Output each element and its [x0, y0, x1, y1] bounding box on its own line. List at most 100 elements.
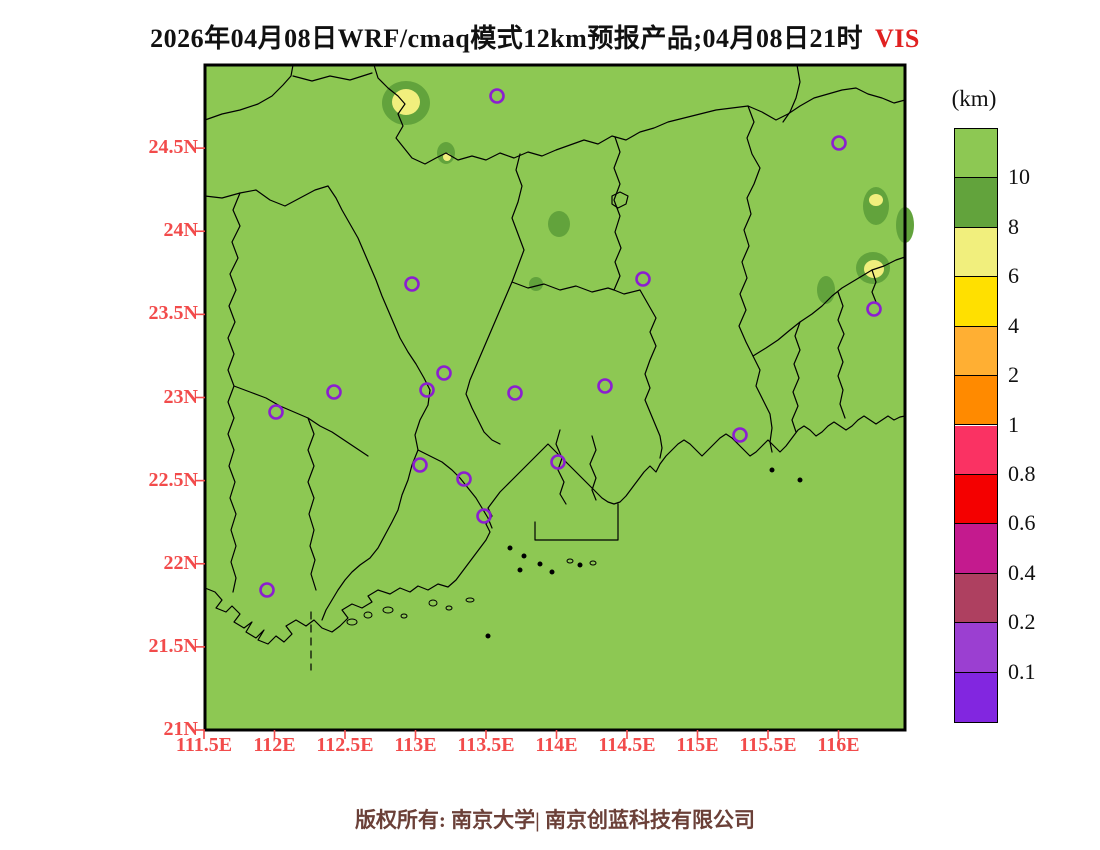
legend-tick-value: 1 — [1008, 411, 1019, 437]
station-marker — [866, 301, 882, 317]
legend-color-cell — [955, 474, 997, 525]
legend-tick-value: 2 — [1008, 362, 1019, 388]
hongkong-domain-box — [534, 503, 619, 541]
station-marker — [419, 382, 435, 398]
lat-tick-label: 23.5N — [148, 302, 198, 325]
legend-colorbar — [954, 128, 998, 723]
lon-tick-label: 114.5E — [598, 734, 656, 756]
lon-tick-label: 115.5E — [739, 734, 797, 756]
boundary-line — [227, 192, 241, 593]
island — [346, 618, 358, 626]
island — [566, 558, 574, 564]
legend-color-cell — [955, 326, 997, 377]
legend-color-cell — [955, 623, 997, 673]
island — [507, 545, 513, 551]
station-marker — [550, 454, 566, 470]
boundary-line — [738, 105, 773, 453]
axis-ticks — [196, 147, 840, 739]
station-marker — [732, 427, 748, 443]
boundary-line — [871, 269, 877, 303]
station-marker — [412, 457, 428, 473]
station-marker — [404, 276, 420, 292]
legend-color-cell — [955, 573, 997, 624]
boundary-line — [791, 321, 801, 433]
boundary-line — [292, 72, 373, 82]
lon-tick-label: 112.5E — [316, 734, 374, 756]
lon-tick-label: 111.5E — [175, 734, 233, 756]
small-county-loop — [611, 191, 629, 209]
legend-color-cell — [955, 376, 997, 426]
island — [577, 562, 583, 568]
legend-tick-value: 6 — [1008, 263, 1019, 289]
map-background — [205, 65, 905, 730]
station-marker — [597, 378, 613, 394]
boundary-line — [321, 185, 431, 621]
legend-unit-label: (km) — [951, 86, 997, 111]
legend-tick-value: 0.2 — [1008, 609, 1036, 635]
coastline — [204, 415, 906, 645]
island — [797, 477, 803, 483]
lon-tick-label: 112E — [253, 734, 296, 756]
legend-tick-value: 8 — [1008, 213, 1019, 239]
boundary-line — [307, 417, 317, 591]
lat-tick-label: 22.5N — [148, 468, 198, 491]
island — [363, 611, 373, 619]
station-marker — [268, 404, 284, 420]
fog-patch-inner — [869, 194, 883, 206]
river-channel — [555, 429, 567, 505]
island — [769, 467, 775, 473]
islands — [346, 467, 803, 639]
legend-tick-value: 0.4 — [1008, 559, 1036, 585]
island — [589, 560, 597, 566]
station-marker — [259, 582, 275, 598]
copyright-footer: 版权所有: 南京大学| 南京创蓝科技有限公司 — [354, 808, 756, 832]
station-marker — [635, 271, 651, 287]
boundary-line — [782, 64, 801, 123]
legend-tick-value: 10 — [1008, 164, 1030, 190]
lat-tick-label: 24.5N — [148, 136, 198, 159]
boundary-line — [465, 153, 525, 445]
lon-tick-label: 116E — [817, 734, 860, 756]
island — [537, 561, 543, 567]
page-title: 2026年04月08日WRF/cmaq模式12km预报产品;04月08日21时 V… — [0, 18, 1070, 55]
lat-tick-label: 22N — [163, 551, 198, 574]
island — [517, 567, 523, 573]
station-marker — [507, 385, 523, 401]
station-marker — [489, 88, 505, 104]
river-channel — [589, 435, 597, 501]
boundary-line — [417, 449, 493, 529]
lon-tick-label: 115E — [676, 734, 719, 756]
station-marker — [436, 365, 452, 381]
boundary-line — [837, 291, 846, 419]
visibility-patches — [382, 81, 914, 304]
lat-tick-label: 23N — [163, 385, 198, 408]
station-marker — [476, 508, 492, 524]
boundary-line — [613, 136, 622, 291]
legend-color-cell — [955, 672, 997, 722]
legend-color-cell — [955, 277, 997, 327]
station-marker — [456, 471, 472, 487]
boundary-line — [373, 64, 749, 165]
lon-tick-label: 113E — [394, 734, 437, 756]
fog-patch-outer — [817, 276, 835, 304]
legend-color-cell — [955, 178, 997, 228]
island — [465, 597, 475, 603]
fog-patch-inner — [392, 89, 420, 115]
legend-tick-value: 0.8 — [1008, 460, 1036, 486]
legend-color-cell — [955, 524, 997, 574]
island — [428, 599, 438, 607]
fog-patch-outer — [548, 211, 570, 237]
boundary-line — [747, 87, 906, 121]
legend-color-cell — [955, 425, 997, 475]
legend-color-cell — [955, 227, 997, 278]
lon-tick-label: 113.5E — [457, 734, 515, 756]
boundary-line — [204, 185, 329, 207]
lat-tick-label: 24N — [163, 219, 198, 242]
fog-patch-outer — [529, 277, 543, 291]
island — [521, 553, 527, 559]
lon-tick-label: 114E — [535, 734, 578, 756]
legend-color-cell — [955, 129, 997, 179]
island — [400, 613, 408, 619]
title-variable-label: VIS — [874, 24, 920, 53]
legend-tick-value: 0.1 — [1008, 658, 1036, 684]
